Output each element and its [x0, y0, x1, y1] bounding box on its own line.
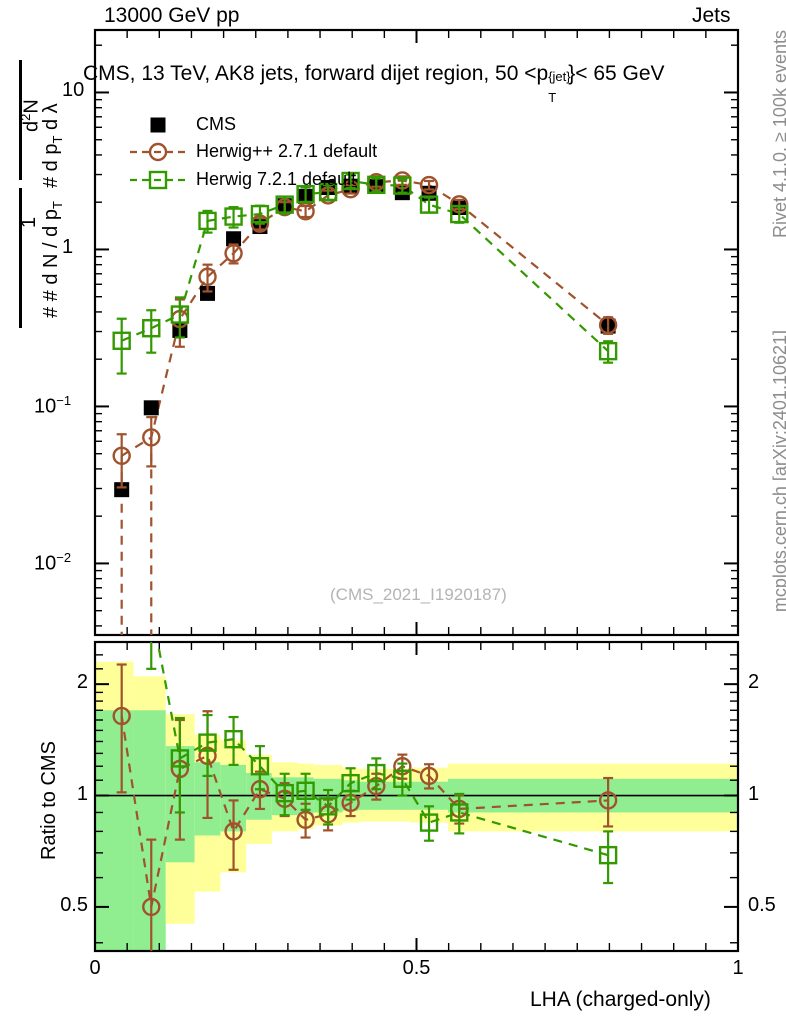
ratio-uncertainty-bands [95, 661, 738, 952]
marker-filled-square [114, 482, 130, 498]
ratio-y-ticks [95, 654, 738, 944]
marker-open-square [318, 182, 338, 202]
page-title-sub: T [548, 90, 557, 105]
x-tick-label: 1 [732, 957, 744, 979]
y-tick-label-main: 10−1 [34, 393, 71, 419]
marker-open-circle [419, 766, 439, 786]
y-tick-label-ratio-left: 1 [76, 782, 88, 805]
main-series-points [112, 171, 618, 498]
ratio-series-herwig [146, 642, 618, 885]
marker-open-circle [598, 791, 618, 810]
legend-markers [130, 117, 186, 190]
marker-open-square [224, 729, 243, 749]
marker-open-square [250, 204, 270, 224]
marker-open-square [275, 195, 294, 214]
marker-open-square [419, 813, 439, 832]
main-series-lines [121, 179, 609, 457]
marker-open-square [450, 803, 469, 822]
marker-open-square [275, 783, 294, 803]
marker-open-square [598, 845, 618, 865]
marker-open-circle [112, 706, 131, 726]
y-axis-label: # # d N / d pT 1 # d pT d λ d2N [0, 28, 65, 328]
marker-open-square [198, 733, 217, 752]
series-herwig [112, 171, 618, 375]
fraction-bar-lower [19, 188, 22, 328]
marker-open-circle [419, 175, 439, 195]
marker-open-square [393, 769, 412, 788]
page-title-sup: {jet} [548, 69, 571, 84]
marker-open-square [198, 211, 217, 231]
marker-open-square [142, 319, 161, 338]
marker-open-square [419, 195, 439, 214]
main-panel-frame-border [93, 28, 740, 637]
y-tick-label-ratio-left: 2 [76, 671, 88, 694]
marker-filled-square [226, 231, 242, 247]
marker-open-circle [142, 428, 161, 447]
y-tick-label-exponent: −2 [56, 550, 72, 566]
legend-marker-0 [150, 117, 166, 133]
legend-label-2: Herwig 7.2.1 default [196, 169, 357, 189]
ratio-series-points [112, 642, 618, 951]
marker-open-square [341, 773, 360, 793]
marker-open-square [170, 305, 190, 324]
y-tick-label-main: 10−2 [34, 550, 71, 576]
marker-open-circle [224, 244, 243, 263]
y-tick-label-ratio-right: 1 [748, 782, 760, 805]
y-tick-label-main: 10 [62, 79, 84, 102]
marker-open-circle [224, 822, 243, 841]
marker-open-square [598, 341, 618, 361]
marker-open-circle [142, 897, 161, 917]
legend-marker-2 [148, 170, 168, 190]
x-ticks [94, 30, 739, 951]
marker-open-square [250, 757, 270, 776]
marker-open-square [296, 184, 315, 204]
marker-open-square [367, 175, 386, 195]
legend-marker-1 [148, 142, 168, 162]
marker-open-square [318, 797, 338, 816]
y-tick-label-exponent: −1 [56, 393, 72, 409]
marker-open-square [224, 207, 243, 226]
legend-label-1: Herwig++ 2.7.1 default [196, 141, 378, 161]
marker-open-square [112, 331, 131, 350]
marker-open-circle [598, 315, 618, 335]
x-tick-label: 0 [89, 957, 101, 979]
y-tick-label-ratio-left: 0.5 [60, 893, 88, 916]
marker-filled-square [143, 400, 159, 416]
fraction-bar-upper [19, 60, 22, 180]
y-tick-label-ratio-right: 2 [748, 671, 760, 694]
y-tick-label-main: 1 [62, 236, 73, 259]
series-cms [114, 178, 616, 498]
y-tick-label-text: 10 [62, 79, 85, 102]
y-tick-label-ratio-right: 0.5 [748, 893, 776, 916]
series-herwig++ [112, 171, 618, 489]
main-y-ticks [95, 44, 738, 627]
page-title-main: CMS, 13 TeV, AK8 jets, forward dijet reg… [83, 62, 549, 85]
marker-open-square [296, 781, 315, 800]
header-right: Jets [692, 4, 731, 27]
marker-open-square [450, 204, 469, 224]
marker-open-circle [198, 267, 217, 286]
marker-open-square [393, 176, 412, 195]
header-left: 13000 GeV pp [104, 4, 240, 27]
series-line-herwig++ [121, 179, 609, 457]
legend-label-0: CMS [196, 114, 236, 134]
y-tick-label-text: 10 [34, 553, 57, 576]
x-axis-label: LHA (charged-only) [530, 988, 711, 1011]
marker-open-square [341, 171, 360, 191]
marker-open-square [367, 763, 386, 783]
marker-filled-square [200, 285, 216, 301]
marker-open-square [170, 749, 190, 768]
y-tick-label-text: 10 [34, 396, 57, 419]
page-title: CMS, 13 TeV, AK8 jets, forward dijet reg… [83, 62, 665, 105]
marker-open-circle [112, 446, 131, 465]
main-panel-frame [93, 28, 740, 637]
y-tick-label-text: 1 [62, 236, 74, 259]
page-title-tail: }< 65 GeV [568, 62, 665, 85]
analysis-id-watermark: (CMS_2021_I1920187) [330, 585, 507, 604]
x-tick-label: 0.5 [402, 957, 431, 979]
marker-open-circle [296, 810, 315, 829]
